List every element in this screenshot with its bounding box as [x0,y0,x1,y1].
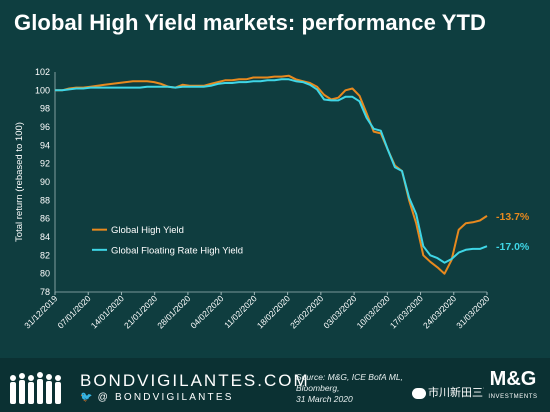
end-label: -17.0% [496,241,530,253]
legend-label: Global Floating Rate High Yield [111,245,243,256]
y-tick-label: 80 [40,269,50,279]
source-line-2: 31 March 2020 [296,394,353,404]
twitter-handle-text: @ BONDVIGILANTES [97,392,234,403]
y-axis-label: Total return (rebased to 100) [14,122,25,242]
y-tick-label: 94 [40,140,50,150]
legend-label: Global High Yield [111,225,184,236]
people-silhouettes-icon [10,372,61,404]
end-labels: -13.7% -17.0% [496,211,530,253]
page-title: Global High Yield markets: performance Y… [14,10,487,35]
legend: Global High Yield Global Floating Rate Hi… [92,225,243,256]
y-tick-label: 88 [40,195,50,205]
y-tick-label: 90 [40,177,50,187]
twitter-handle[interactable]: 🐦 @ BONDVIGILANTES [80,392,234,403]
y-tick-label: 102 [35,67,50,77]
y-tick-label: 82 [40,250,50,260]
end-label: -13.7% [496,211,530,223]
twitter-icon: 🐦 [80,392,95,403]
source-line-1: Source: M&G, ICE BofA ML, Bloomberg, [296,372,403,393]
logo-text: M&G [489,368,537,390]
y-tick-label: 92 [40,159,50,169]
mg-logo: M&G INVESTMENTS [484,366,542,406]
series-line-global-high-yield [55,74,488,275]
y-tick-label: 96 [40,122,50,132]
brand-name: BONDVIGILANTES.COM [80,371,310,390]
y-tick-label: 78 [40,287,50,297]
logo-subtext: INVESTMENTS [488,394,538,400]
wechat-icon [412,387,426,399]
y-tick-labels: 78 80 82 84 86 88 90 92 94 96 98 100 102 [35,67,50,297]
y-tick-label: 100 [35,85,50,95]
y-tick-label: 98 [40,104,50,114]
series-line-floating-rate-high-yield [55,78,488,264]
series-group [55,74,488,275]
footer: BONDVIGILANTES.COM 🐦 @ BONDVIGILANTES Sou… [0,358,550,412]
y-tick-label: 84 [40,232,50,242]
y-tick-label: 86 [40,214,50,224]
source-note: Source: M&G, ICE BofA ML, Bloomberg, 31 … [296,372,436,405]
plot-background [0,50,550,350]
